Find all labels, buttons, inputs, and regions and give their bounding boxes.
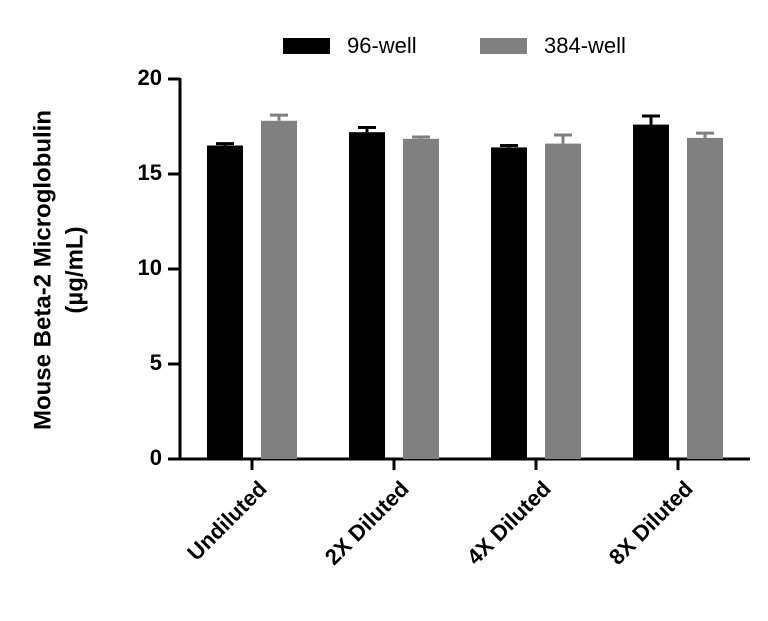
bar: [491, 147, 527, 459]
bar: [207, 145, 243, 459]
legend-label: 384-well: [544, 33, 626, 58]
bar: [687, 137, 723, 459]
bar: [349, 132, 385, 459]
error-bar: [216, 142, 234, 146]
error-bar: [358, 125, 376, 133]
bar: [403, 138, 439, 459]
x-tick-label: 4X Diluted: [462, 476, 556, 570]
bar: [633, 124, 669, 459]
y-tick-label: 20: [138, 65, 162, 90]
error-bar: [412, 135, 430, 139]
y-tick-label: 15: [138, 160, 162, 185]
y-tick-label: 10: [138, 255, 162, 280]
error-bar: [270, 113, 288, 121]
error-bar: [696, 131, 714, 138]
error-bar: [554, 133, 572, 144]
y-label-line: (µg/mL): [61, 226, 88, 313]
bar: [545, 143, 581, 459]
y-tick-label: 5: [150, 350, 162, 375]
error-bar: [642, 114, 660, 125]
x-tick-label: 8X Diluted: [604, 476, 698, 570]
y-label-line: Mouse Beta-2 Microglobulin: [29, 110, 56, 430]
error-bar: [500, 144, 518, 148]
y-tick-label: 0: [150, 445, 162, 470]
bar: [261, 120, 297, 460]
legend-swatch: [480, 38, 527, 54]
legend-swatch: [283, 38, 330, 54]
x-tick-label: Undiluted: [182, 476, 271, 565]
x-tick-label: 2X Diluted: [320, 476, 414, 570]
y-axis-title: Mouse Beta-2 Microglobulin (µg/mL): [29, 110, 88, 430]
legend-label: 96-well: [347, 33, 417, 58]
